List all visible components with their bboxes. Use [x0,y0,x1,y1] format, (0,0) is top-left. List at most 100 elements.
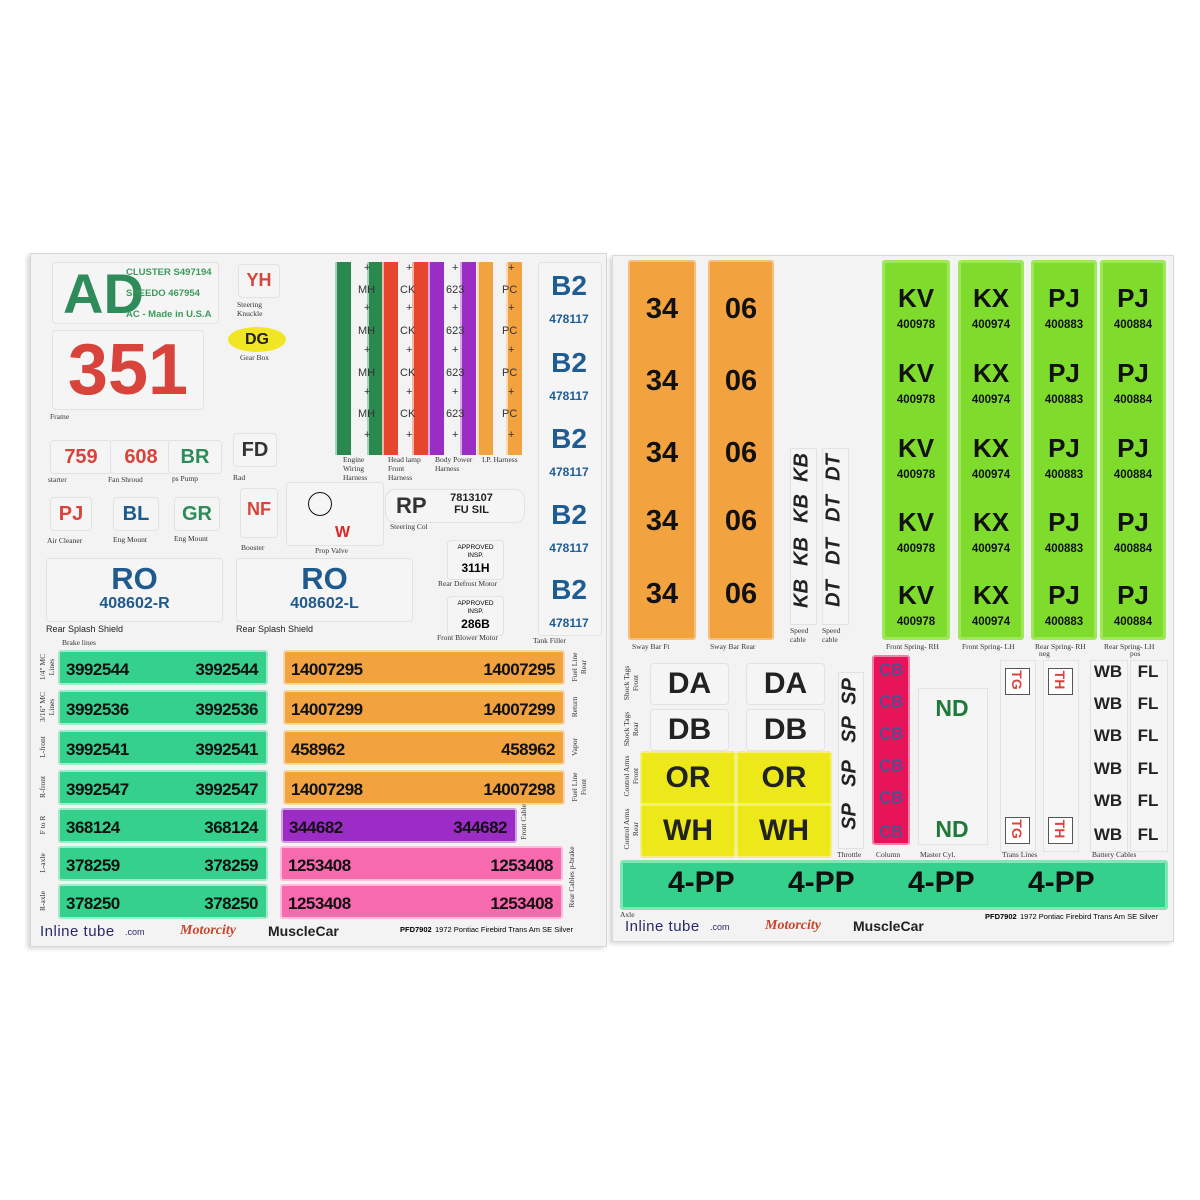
spring-number: 400883 [1044,394,1084,406]
harness-code: MH [358,367,376,379]
spring-sub-label: pos [1130,649,1141,658]
column-label: Column [876,850,901,859]
plus-mark: + [508,386,515,398]
tag-code: OR [761,761,807,794]
spring-label: Front Spring- RH [886,642,939,651]
splash-code: RO [111,561,158,596]
trans-line-code: TG [1009,819,1025,839]
rear-defrost-label: Rear Defrost Motor [438,579,498,588]
part-number: 368124 [204,818,258,837]
spring-number: 400883 [1044,319,1084,331]
brake-line-label: R-axle [38,891,47,911]
rear-cable-decal: 1253408 1253408 [280,884,563,919]
motorcity-logo: Motorcity [765,918,821,933]
speed-cable-label: Speed cable [790,626,809,644]
harness-label: I.P. Harness [482,455,518,464]
column-code: CB [879,724,903,743]
ad-cluster-decal: AD CLUSTER S497194 SPEEDO 467954 AC - Ma… [52,262,219,325]
battery-cable-code: FL [1137,759,1159,778]
plus-mark: + [406,386,413,398]
tag-side-label: Control Arms Rear [622,808,640,850]
musclecar-logo: MuscleCar [853,918,924,934]
spring-code: PJ [1048,283,1080,313]
tag-label: starter [48,475,67,484]
spring-code: KX [972,507,1010,537]
motorcity-logo: Motorcity [180,923,236,938]
tag-decal: GR [174,497,220,531]
brake-line-decal: 3992541 3992541 [58,730,268,765]
harness-code: PC [502,284,518,296]
spring-code: PJ [1048,580,1080,610]
part-number: 14007299 [291,700,363,719]
fuel-line-decal: 14007298 14007298 [283,770,565,805]
spring-number: 400974 [971,616,1011,628]
approved-text: APPROVED [457,544,494,551]
harness-code: MH [358,325,376,337]
plus-mark: + [508,262,515,274]
prop-valve-code: W [335,524,351,541]
steering-col-decal: RP 7813107 FU SIL [385,489,525,523]
part-number: 3992541 [195,740,258,759]
sway-bar-number: 06 [724,578,758,610]
harness-stripe [335,262,351,455]
plus-mark: + [406,429,413,441]
battery-cables-label: Battery Cables [1092,850,1137,859]
spring-code: PJ [1048,507,1080,537]
brake-line-decal: 3992547 3992547 [58,770,268,805]
steering-col-code: RP [396,493,427,518]
yh-label: Steering Knuckle [237,300,263,318]
spring-code: PJ [1117,358,1149,388]
part-number: 14007295 [291,660,363,679]
axle-decal [620,860,1168,910]
front-blower-label: Front Blower Motor [437,633,498,642]
column-decal [872,655,910,845]
spring-code: PJ [1117,283,1149,313]
splash-code: RO [301,561,348,596]
tag-code: BL [122,503,150,525]
fuel-line-label: Fuel Line Rear [570,652,588,682]
battery-cable-code: WB [1093,759,1123,778]
spring-code: KV [897,358,935,388]
tag-decal: DB [650,709,729,751]
tag-decal: 608 [110,440,172,474]
fuel-line-decal: 14007299 14007299 [283,690,565,725]
tag-decal: WH [736,804,832,858]
part-number: 3992547 [195,780,258,799]
spring-code: KV [897,507,935,537]
spring-code: KV [897,433,935,463]
tag-decal: PJ [50,497,92,531]
part-number: 14007298 [483,780,555,799]
battery-cable-decal [1130,660,1168,852]
part-number: 1253408 [490,894,553,913]
harness-code: CK [400,367,416,379]
yh-code: YH [246,270,272,290]
harness-stripe [412,262,428,455]
tag-code: DB [763,713,808,746]
b2-code: B2 [551,423,587,454]
brake-line-decal: 3992544 3992544 [58,650,268,685]
spring-label: Front Spring- LH [962,642,1015,651]
battery-cable-code: WB [1093,694,1123,713]
b2-number: 478117 [549,389,589,403]
ac-line: AC - Made in U.S.A [126,309,212,320]
spring-code: PJ [1048,433,1080,463]
sway-bar-number: 34 [645,578,679,610]
part-code: PFD7902 [985,912,1017,921]
column-code: CB [879,660,903,679]
tag-label: ps Pump [172,474,199,483]
brake-line-decal: 3992536 3992536 [58,690,268,725]
dg-label: Gear Box [240,353,269,362]
approved-text: APPROVED [457,600,494,607]
harness-stripe [367,262,382,455]
spring-decal: PJ 400884 PJ 400884 PJ 400884 PJ 400884 PJ 400884 [1100,260,1166,640]
fuel-line-label: Vapor [570,738,579,756]
fuel-line-decal: 458962 458962 [283,730,565,765]
brake-lines-title: Brake lines [62,638,96,647]
master-cyl-code: ND [935,816,969,842]
brake-line-label: F to R [38,815,47,835]
spring-number: 400978 [896,394,936,406]
spring-number: 400883 [1044,469,1084,481]
musclecar-logo: MuscleCar [268,923,339,939]
sway-bar-number: 06 [724,505,758,537]
harness-code: 623 [446,408,465,420]
